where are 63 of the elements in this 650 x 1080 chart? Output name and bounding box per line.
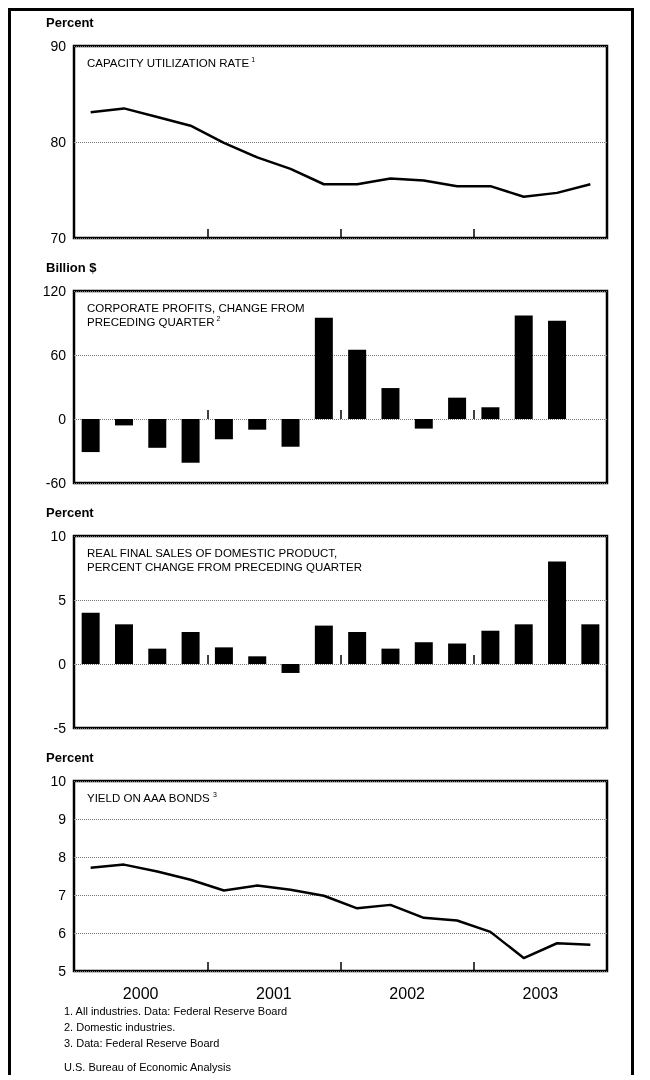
bar <box>148 648 167 664</box>
y-tick-label: 0 <box>58 411 67 427</box>
y-axis-title: Percent <box>46 505 95 520</box>
y-tick-label: 10 <box>50 773 67 789</box>
line-series <box>89 863 592 960</box>
bar <box>248 419 267 430</box>
y-tick-label: 6 <box>58 925 67 941</box>
bar <box>481 630 500 664</box>
bar <box>514 315 533 419</box>
bar <box>548 320 567 419</box>
y-tick-label: -60 <box>45 475 67 491</box>
y-tick-label: 9 <box>58 811 67 827</box>
bar <box>348 349 367 419</box>
bar <box>548 561 567 664</box>
text: REAL FINAL SALES OF DOMESTIC PRODUCT, PERCENT CHANGE FROM PRECEDING QUARTER <box>87 547 362 573</box>
bar <box>281 419 300 447</box>
bar <box>181 632 200 664</box>
y-tick-label: 10 <box>50 528 67 544</box>
y-tick-label: 8 <box>58 849 67 865</box>
y-tick-label: -5 <box>53 720 67 736</box>
bar <box>148 419 167 448</box>
bar <box>214 647 233 664</box>
y-tick-label: 60 <box>50 347 67 363</box>
y-tick-label: 120 <box>42 283 67 299</box>
text: 3. Data: Federal Reserve Board <box>64 1036 220 1049</box>
y-axis-title: Percent <box>46 750 95 765</box>
y-tick-label: 90 <box>50 38 67 54</box>
bar <box>114 419 133 426</box>
x-tick-label: 2002 <box>389 984 426 1002</box>
bar <box>581 624 600 664</box>
y-tick-label: 7 <box>58 887 67 903</box>
bar <box>481 407 500 419</box>
bar <box>514 624 533 664</box>
bar <box>281 664 300 673</box>
bar <box>248 656 267 664</box>
y-axis-title: Billion $ <box>46 260 98 275</box>
bar <box>414 642 433 664</box>
bar <box>181 419 200 463</box>
bar <box>81 419 100 453</box>
text: 1. All industries. Data: Federal Reserve Board <box>64 1004 288 1017</box>
bar <box>314 625 333 664</box>
x-tick-label: 2003 <box>522 984 559 1002</box>
bar <box>314 317 333 419</box>
line-series <box>89 107 592 198</box>
x-tick-label: 2000 <box>122 984 159 1002</box>
bar <box>448 643 467 664</box>
y-tick-label: 0 <box>58 656 67 672</box>
bar <box>448 397 467 419</box>
text: 2. Domestic industries. <box>64 1020 176 1033</box>
bar <box>214 419 233 440</box>
y-tick-label: 70 <box>50 230 67 246</box>
y-axis-title: Percent <box>46 15 95 30</box>
bar <box>381 388 400 419</box>
y-tick-label: 5 <box>58 592 67 608</box>
bar <box>381 648 400 664</box>
bar <box>114 624 133 664</box>
y-tick-label: 5 <box>58 963 67 979</box>
bar <box>414 419 433 429</box>
text: U.S. Bureau of Economic Analysis <box>64 1060 232 1073</box>
y-tick-label: 80 <box>50 134 67 150</box>
x-tick-label: 2001 <box>256 984 292 1002</box>
bar <box>81 612 100 664</box>
bar <box>348 632 367 664</box>
